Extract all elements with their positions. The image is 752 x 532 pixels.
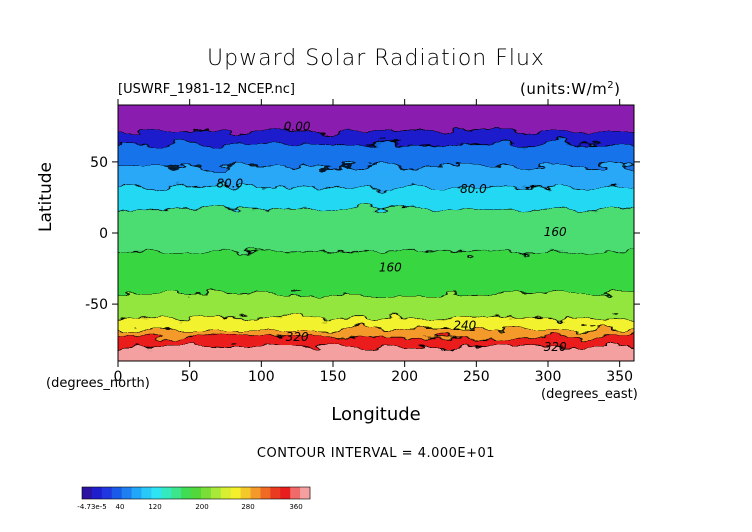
colorbar-swatch — [91, 487, 103, 499]
colorbar-swatch — [270, 487, 281, 499]
contour-label: 320 — [286, 330, 309, 344]
colorbar-swatch — [181, 487, 192, 499]
colorbar-frame — [81, 486, 311, 500]
colorbar-swatch — [171, 487, 182, 499]
heatmap-band — [118, 346, 634, 361]
contour-label: 240 — [453, 319, 476, 333]
x-tick-label: 50 — [181, 369, 199, 385]
colorbar-swatch — [121, 487, 133, 499]
chart-title: Upward Solar Radiation Flux — [207, 46, 545, 71]
colorbar-swatch — [250, 487, 261, 499]
x-axis-label: Longitude — [0, 404, 752, 425]
colorbar-label: 360 — [289, 503, 302, 511]
colorbar-swatch — [101, 487, 113, 499]
colorbar-label: 120 — [148, 503, 161, 511]
band-group — [118, 105, 634, 361]
y-tick-label: -50 — [85, 297, 108, 313]
colorbar-swatch — [82, 487, 93, 499]
colorbar-swatch — [300, 487, 311, 499]
contour-label: 80.0 — [216, 176, 243, 190]
units-prefix: (units:W/m — [520, 80, 608, 98]
contour-label: 160 — [544, 225, 567, 239]
colorbar-swatch — [280, 487, 291, 499]
units-label: (units:W/m2) — [520, 80, 621, 98]
contour-interval: CONTOUR INTERVAL = 4.000E+01 — [256, 446, 496, 461]
colorbar-label: 280 — [241, 503, 254, 511]
x-tick-label: 250 — [463, 369, 490, 385]
colorbar-label: 40 — [116, 503, 125, 511]
contour-label: 160 — [379, 260, 402, 274]
heatmap-band — [118, 250, 634, 301]
colorbar-swatch — [161, 487, 172, 499]
source-file-label: [USWRF_1981-12_NCEP.nc] — [118, 82, 295, 97]
colorbar-swatch — [200, 487, 212, 499]
y-tick-label: 0 — [99, 226, 108, 242]
colorbar-swatch — [210, 487, 222, 499]
colorbar-swatch — [141, 487, 152, 499]
contour-label: 0.00 — [284, 120, 311, 134]
x-axis-unit-note: (degrees_east) — [541, 387, 638, 402]
colorbar-label: -4.73e-5 — [77, 503, 106, 511]
colorbar-swatch — [191, 487, 202, 499]
x-tick-label: 200 — [391, 369, 418, 385]
colorbar-swatch — [260, 487, 271, 499]
y-tick-label: 50 — [90, 155, 108, 171]
units-suffix: ) — [614, 80, 621, 98]
heatmap-band — [118, 105, 634, 137]
colorbar-swatch — [240, 487, 252, 499]
contour-label: 80.0 — [460, 182, 487, 196]
colorbar-swatch — [111, 487, 123, 499]
x-tick-label: 0 — [114, 369, 123, 385]
y-axis-unit-note: (degrees_north) — [46, 376, 150, 391]
x-tick-label: 350 — [606, 369, 633, 385]
x-tick-label: 150 — [320, 369, 347, 385]
units-power: 2 — [607, 80, 615, 91]
colorbar-swatch — [131, 487, 142, 499]
colorbar-swatch — [290, 487, 301, 499]
colorbar-swatch — [151, 487, 162, 499]
x-tick-label: 100 — [248, 369, 275, 385]
colorbar-label: 200 — [195, 503, 208, 511]
colorbar-swatch — [220, 487, 232, 499]
contour-label: 320 — [544, 340, 567, 354]
heatmap-band — [118, 208, 634, 258]
x-tick-label: 300 — [535, 369, 562, 385]
colorbar-swatch — [230, 487, 242, 499]
x-axis-label-text: Longitude — [331, 404, 421, 425]
